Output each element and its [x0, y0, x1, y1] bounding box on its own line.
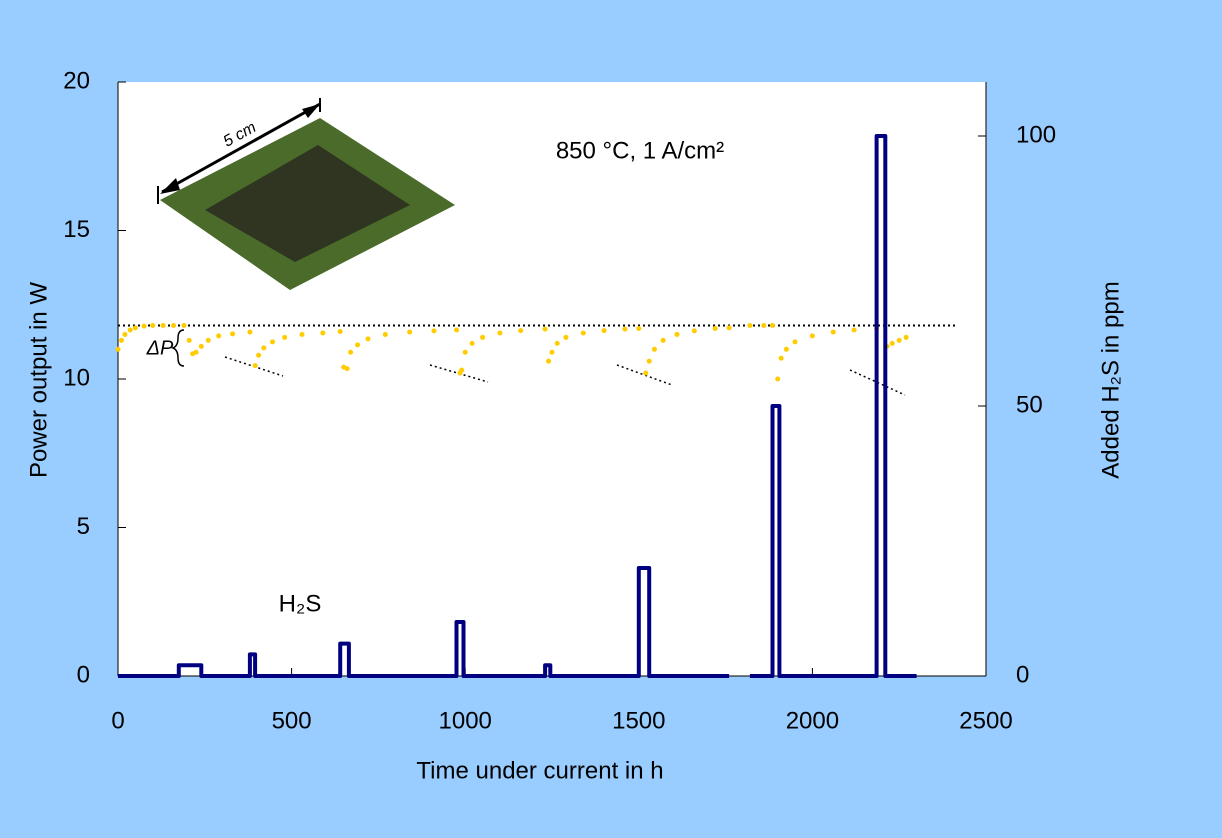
- power-point: [469, 340, 475, 346]
- power-point: [563, 334, 569, 340]
- y2-tick-label: 50: [1016, 391, 1043, 418]
- power-point: [193, 349, 199, 355]
- power-point: [896, 337, 902, 343]
- power-point: [205, 337, 211, 343]
- power-point: [778, 355, 784, 361]
- power-point: [646, 358, 652, 364]
- power-point: [150, 323, 156, 329]
- power-point: [643, 370, 649, 376]
- x-tick-label: 500: [272, 707, 312, 734]
- power-point: [518, 328, 524, 334]
- x-tick-label: 1000: [439, 707, 492, 734]
- h2s-line: [118, 134, 917, 678]
- power-point: [141, 323, 147, 329]
- power-point: [230, 331, 236, 337]
- power-point: [118, 337, 124, 343]
- cell-photo: [157, 98, 455, 290]
- power-point: [337, 328, 343, 334]
- x-axis-label: Time under current in h: [416, 757, 663, 784]
- power-point: [769, 323, 775, 329]
- power-point: [747, 323, 753, 329]
- power-point: [775, 376, 781, 382]
- power-point: [462, 349, 468, 355]
- power-point: [127, 327, 133, 333]
- power-point: [122, 331, 128, 337]
- power-point: [382, 331, 388, 337]
- power-point: [601, 328, 607, 334]
- y2-tick-label: 100: [1016, 121, 1056, 148]
- power-point: [889, 340, 895, 346]
- y2-tick-label: 0: [1016, 661, 1029, 688]
- power-point: [132, 325, 138, 331]
- power-point: [256, 352, 262, 358]
- power-point: [407, 329, 413, 335]
- power-point: [712, 326, 718, 332]
- power-point: [160, 323, 166, 329]
- power-point: [580, 330, 586, 336]
- y-tick-label: 15: [63, 216, 90, 243]
- condition-label: 850 °C, 1 A/cm²: [556, 137, 724, 164]
- power-point: [830, 329, 836, 335]
- power-point: [216, 333, 222, 339]
- x-tick-label: 0: [111, 707, 124, 734]
- power-point: [651, 346, 657, 352]
- x-tick-label: 1500: [612, 707, 665, 734]
- power-point: [554, 340, 560, 346]
- x-tick-label: 2000: [786, 707, 839, 734]
- power-point: [660, 337, 666, 343]
- power-point: [497, 330, 503, 336]
- power-point: [726, 325, 732, 331]
- power-point: [459, 367, 465, 373]
- power-point: [851, 327, 857, 333]
- power-point: [252, 363, 258, 369]
- power-point: [365, 336, 371, 342]
- power-point: [903, 334, 909, 340]
- power-point: [542, 326, 548, 332]
- power-point: [761, 323, 767, 329]
- power-point: [622, 326, 628, 332]
- y2-axis-label: Added H₂S in ppm: [1097, 281, 1124, 478]
- y-tick-label: 10: [63, 364, 90, 391]
- power-point: [247, 329, 253, 335]
- power-point: [171, 323, 177, 329]
- power-point: [783, 346, 789, 352]
- power-point: [186, 337, 192, 343]
- power-point: [636, 326, 642, 332]
- power-point: [691, 328, 697, 334]
- power-point: [320, 330, 326, 336]
- power-point: [115, 346, 121, 352]
- power-point: [546, 358, 552, 364]
- brace: [170, 329, 185, 367]
- delta-p-label: ΔP: [146, 337, 174, 359]
- y-tick-label: 0: [77, 661, 90, 688]
- power-point: [348, 349, 354, 355]
- power-point: [480, 334, 486, 340]
- power-point: [282, 334, 288, 340]
- power-point: [299, 331, 305, 337]
- series-label: H₂S: [279, 590, 322, 617]
- power-point: [674, 331, 680, 337]
- power-point: [792, 339, 798, 345]
- power-point: [454, 327, 460, 333]
- power-point: [809, 333, 815, 339]
- power-point: [181, 323, 187, 329]
- power-point: [198, 343, 204, 349]
- power-point: [261, 345, 267, 351]
- y-tick-label: 5: [77, 513, 90, 540]
- power-point: [355, 342, 361, 348]
- power-point: [431, 328, 437, 334]
- power-point: [549, 349, 555, 355]
- y-axis-label: Power output in W: [25, 282, 52, 478]
- y-tick-label: 20: [63, 67, 90, 94]
- power-point: [270, 339, 276, 345]
- power-point: [344, 366, 350, 372]
- x-tick-label: 2500: [959, 707, 1012, 734]
